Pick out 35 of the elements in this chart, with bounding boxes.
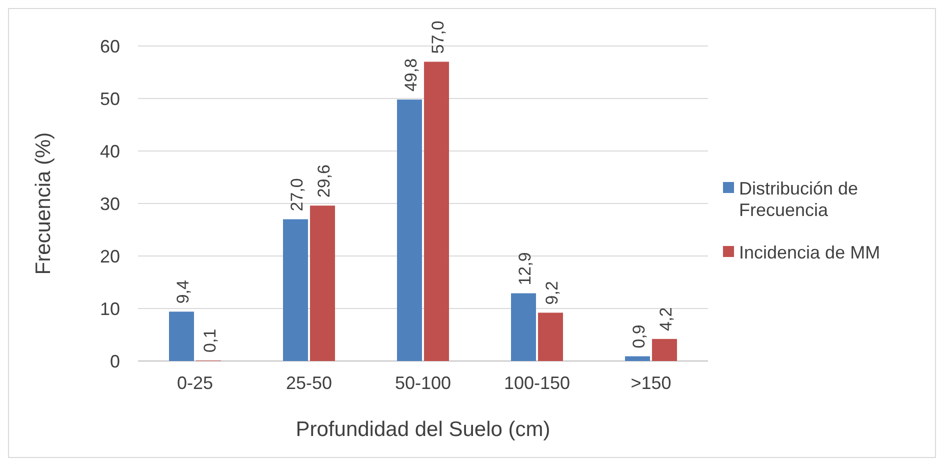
data-label: 9,2 bbox=[542, 281, 562, 305]
data-label: 0,9 bbox=[630, 324, 648, 348]
data-label: 0,1 bbox=[200, 328, 220, 352]
data-label: 49,8 bbox=[402, 58, 420, 92]
bar bbox=[625, 356, 650, 361]
data-label: 9,4 bbox=[174, 280, 192, 304]
data-label: 27,0 bbox=[288, 178, 306, 212]
x-tick-label: >150 bbox=[630, 373, 672, 393]
x-tick-label: 0-25 bbox=[176, 373, 214, 393]
bar bbox=[283, 219, 308, 361]
y-tick-label: 10 bbox=[100, 298, 120, 319]
bar bbox=[310, 206, 335, 361]
bar bbox=[652, 338, 677, 361]
y-axis-title: Frecuencia (%) bbox=[32, 132, 55, 275]
x-tick-label: 25-50 bbox=[286, 373, 332, 393]
data-label: 29,6 bbox=[314, 164, 334, 198]
bar bbox=[169, 312, 194, 361]
data-label: 4,2 bbox=[656, 307, 676, 331]
x-tick-label: 100-150 bbox=[504, 373, 570, 393]
data-label: 57,0 bbox=[428, 20, 448, 54]
y-tick-label: 30 bbox=[100, 194, 120, 214]
bar bbox=[511, 293, 536, 361]
bar bbox=[424, 62, 449, 361]
x-tick-label: 50-100 bbox=[394, 373, 452, 393]
y-tick-label: 40 bbox=[100, 141, 120, 162]
y-tick-label: 20 bbox=[100, 246, 120, 266]
legend-label: Distribución de Frecuencia bbox=[739, 178, 858, 220]
bar bbox=[397, 100, 422, 361]
x-axis-title: Profundidad del Suelo (cm) bbox=[296, 418, 550, 441]
y-tick-label: 60 bbox=[100, 36, 120, 56]
data-label: 12,9 bbox=[516, 252, 534, 286]
y-tick-label: 0 bbox=[110, 351, 120, 372]
y-tick-label: 50 bbox=[100, 88, 120, 109]
bar bbox=[538, 312, 563, 361]
legend-label: Incidencia de MM bbox=[739, 242, 880, 262]
